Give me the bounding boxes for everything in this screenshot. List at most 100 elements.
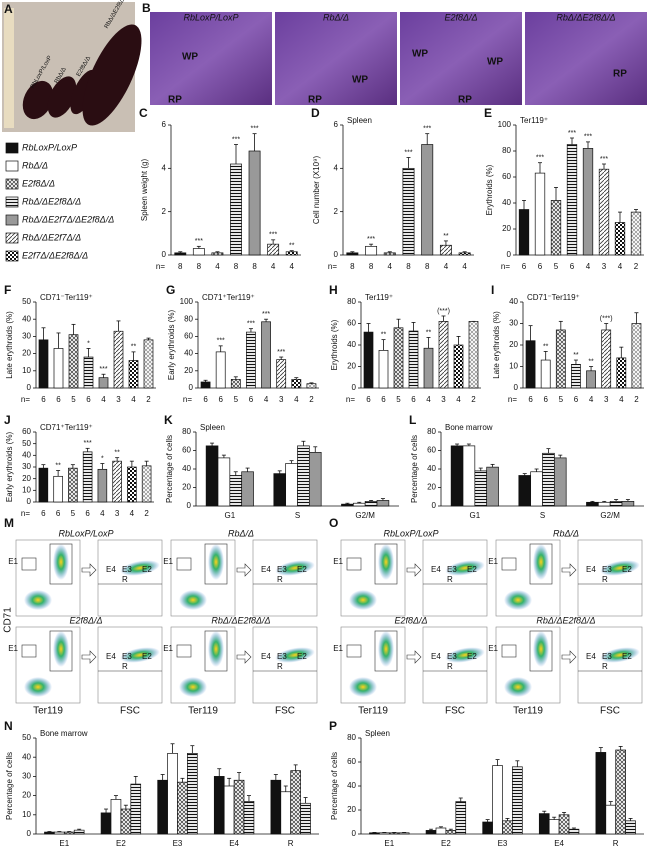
bar	[53, 348, 64, 389]
significance-label: ***	[269, 232, 277, 239]
legend-label: RbΔ/ΔE2f8Δ/Δ	[22, 196, 81, 206]
y-tick-label: 20	[22, 474, 31, 483]
bar	[598, 168, 610, 256]
bar	[82, 451, 93, 503]
x-tick-label: 5	[396, 395, 401, 404]
bar	[127, 466, 137, 503]
chart-subtitle: Ter119⁺	[365, 293, 393, 302]
gate-label: E4	[261, 565, 271, 574]
x-axis-label: FSC	[120, 706, 140, 717]
y-tick-label: 40	[509, 297, 518, 306]
y-tick-label: 0	[187, 501, 192, 510]
gate-label: E4	[106, 565, 116, 574]
legend-label: RbLoxP/LoxP	[22, 142, 77, 152]
significance-label: ***	[568, 130, 576, 137]
x-tick-label: 8	[178, 262, 183, 271]
bar	[100, 812, 112, 835]
x-tick-label: 5	[559, 395, 564, 404]
x-tick-label: 6	[522, 262, 527, 271]
gate-label: E2	[467, 565, 477, 574]
flow-density	[349, 590, 377, 610]
image-title: RbLoxP/LoxP	[183, 12, 238, 22]
x-tick-label: 6	[411, 395, 416, 404]
bar	[217, 457, 231, 507]
bar	[512, 766, 523, 835]
y-tick-label: 40	[22, 314, 31, 323]
chart-subtitle: Spleen	[200, 423, 225, 432]
n-label: n=	[346, 395, 355, 404]
y-tick-label: 6	[334, 120, 339, 129]
bar	[631, 323, 642, 389]
gate-label: R	[602, 575, 608, 584]
x-tick-label: 2	[634, 395, 639, 404]
gate	[529, 630, 553, 672]
chart-subtitle: CD71⁻Ter119⁺	[40, 293, 93, 302]
bar	[205, 445, 219, 507]
x-tick-label: 6	[381, 395, 386, 404]
bar	[270, 779, 282, 835]
flow-density	[445, 647, 485, 663]
legend-swatch	[5, 178, 19, 190]
x-tick-label: 8	[197, 262, 202, 271]
bar	[582, 148, 594, 256]
gate	[529, 543, 553, 585]
y-tick-label: 40	[182, 464, 191, 473]
significance-label: ***	[195, 238, 203, 245]
bar	[177, 781, 188, 835]
arrow	[236, 650, 252, 664]
y-tick-label: 0	[189, 383, 194, 392]
significance-label: ***	[277, 349, 285, 356]
y-axis-label: Cell number (X10⁹)	[312, 155, 321, 224]
plot-title: RbLoxP/LoxP	[58, 528, 113, 538]
x-tick-label: 6	[85, 509, 90, 518]
bar	[540, 359, 551, 389]
flow-plot	[97, 626, 163, 704]
gate-label: R	[447, 575, 453, 584]
significance-label: ***	[217, 338, 225, 345]
bar	[341, 503, 354, 507]
x-tick-label: 4	[462, 262, 467, 271]
flow-density	[378, 631, 394, 667]
y-tick-label: 100	[180, 297, 194, 306]
legend-swatch	[5, 142, 19, 154]
y-tick-label: 60	[184, 332, 193, 341]
x-axis-label: FSC	[600, 706, 620, 717]
x-tick-label: 4	[456, 395, 461, 404]
bar	[534, 172, 546, 256]
bar	[616, 357, 627, 389]
bar	[230, 379, 241, 389]
bar	[388, 832, 400, 835]
n-label: n=	[501, 262, 510, 271]
bar	[482, 821, 493, 835]
x-tick-label: 2	[146, 395, 151, 404]
y-tick-label: 40	[22, 752, 31, 761]
y-tick-label: 30	[22, 332, 31, 341]
bar	[425, 830, 437, 835]
region-label: RP	[308, 95, 322, 106]
gate-label: E3	[122, 652, 132, 661]
significance-label: ***	[536, 155, 544, 162]
bar	[455, 801, 467, 835]
bar	[113, 330, 124, 389]
bar	[73, 829, 85, 835]
x-tick-label: 2	[634, 262, 639, 271]
bar	[518, 475, 532, 507]
region-label: RP	[458, 95, 472, 106]
gate-label: E1	[488, 557, 498, 566]
panel-label: A	[4, 2, 13, 16]
bar	[285, 251, 298, 256]
significance-label: **	[131, 344, 137, 351]
y-axis-label: Early erythroids (%)	[5, 432, 14, 503]
y-tick-label: 80	[184, 314, 193, 323]
legend-label: RbΔ/ΔE2f7Δ/ΔE2f8Δ/Δ	[22, 214, 114, 224]
x-tick-label: 8	[369, 262, 374, 271]
flow-plot	[577, 626, 643, 704]
panel-label: J	[4, 413, 11, 427]
gate	[374, 543, 398, 585]
legend-swatch	[5, 214, 19, 226]
gate-label: E1	[163, 557, 173, 566]
x-tick-label: 3	[116, 395, 121, 404]
flow-density	[120, 647, 160, 663]
gate-label: E2	[622, 652, 632, 661]
significance-label: **	[443, 233, 449, 240]
